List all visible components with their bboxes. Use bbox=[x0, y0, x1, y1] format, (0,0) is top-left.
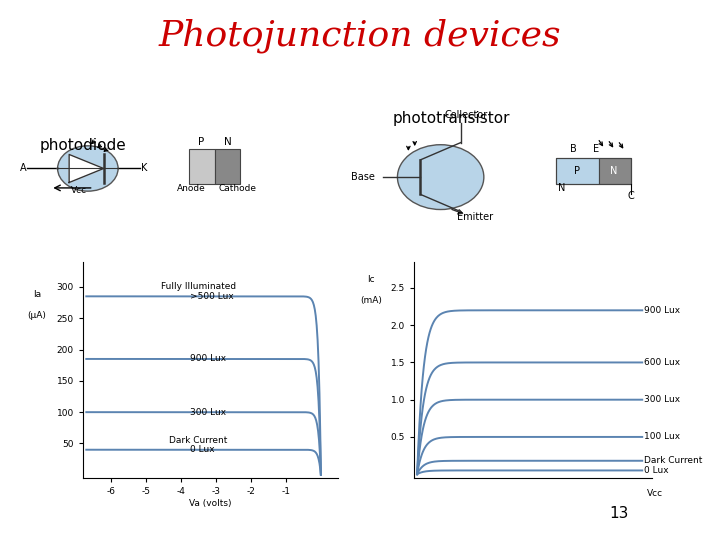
Text: 300 Lux: 300 Lux bbox=[190, 408, 226, 417]
Bar bbox=[556, 158, 599, 184]
Text: 900 Lux: 900 Lux bbox=[644, 306, 680, 315]
Text: K: K bbox=[141, 164, 147, 173]
Text: 0 Lux: 0 Lux bbox=[190, 445, 215, 454]
Text: Collector: Collector bbox=[445, 110, 488, 120]
Text: Cathode: Cathode bbox=[219, 184, 256, 193]
Text: C: C bbox=[627, 191, 634, 201]
Text: >500 Lux: >500 Lux bbox=[190, 292, 234, 301]
Bar bbox=[189, 149, 215, 184]
Text: Vcc: Vcc bbox=[71, 186, 87, 195]
Bar bbox=[599, 158, 631, 184]
Text: 0 Lux: 0 Lux bbox=[644, 466, 668, 475]
Text: N: N bbox=[558, 183, 565, 193]
Text: Fully Illuminated: Fully Illuminated bbox=[161, 282, 236, 291]
Text: Photojunction devices: Photojunction devices bbox=[158, 19, 562, 53]
Circle shape bbox=[58, 146, 118, 191]
Circle shape bbox=[397, 145, 484, 210]
Text: Base: Base bbox=[351, 172, 374, 182]
Text: (mA): (mA) bbox=[360, 296, 382, 305]
Text: 300 Lux: 300 Lux bbox=[644, 395, 680, 404]
Bar bbox=[215, 149, 240, 184]
Text: 600 Lux: 600 Lux bbox=[644, 358, 680, 367]
Text: phototransistor: phototransistor bbox=[392, 111, 510, 126]
Text: Dark Current: Dark Current bbox=[169, 436, 228, 445]
Text: photodiode: photodiode bbox=[40, 138, 126, 153]
Text: 13: 13 bbox=[610, 506, 629, 521]
Bar bbox=[556, 158, 631, 184]
Text: Ia: Ia bbox=[32, 290, 41, 299]
Text: N: N bbox=[224, 137, 231, 147]
X-axis label: Va (volts): Va (volts) bbox=[189, 499, 232, 508]
Text: Anode: Anode bbox=[177, 184, 206, 193]
Text: 900 Lux: 900 Lux bbox=[190, 354, 226, 363]
Text: B: B bbox=[570, 144, 577, 154]
Polygon shape bbox=[69, 154, 104, 183]
Text: N: N bbox=[610, 166, 617, 176]
Text: Emitter: Emitter bbox=[457, 212, 493, 222]
Text: Vcc: Vcc bbox=[647, 489, 664, 498]
Text: (μA): (μA) bbox=[27, 312, 46, 320]
Text: E: E bbox=[593, 144, 599, 154]
Text: P: P bbox=[199, 137, 204, 147]
Text: A: A bbox=[19, 164, 27, 173]
Text: P: P bbox=[575, 166, 580, 176]
Text: 100 Lux: 100 Lux bbox=[644, 433, 680, 441]
Text: Ic: Ic bbox=[367, 275, 375, 284]
Text: Dark Current: Dark Current bbox=[644, 456, 702, 465]
